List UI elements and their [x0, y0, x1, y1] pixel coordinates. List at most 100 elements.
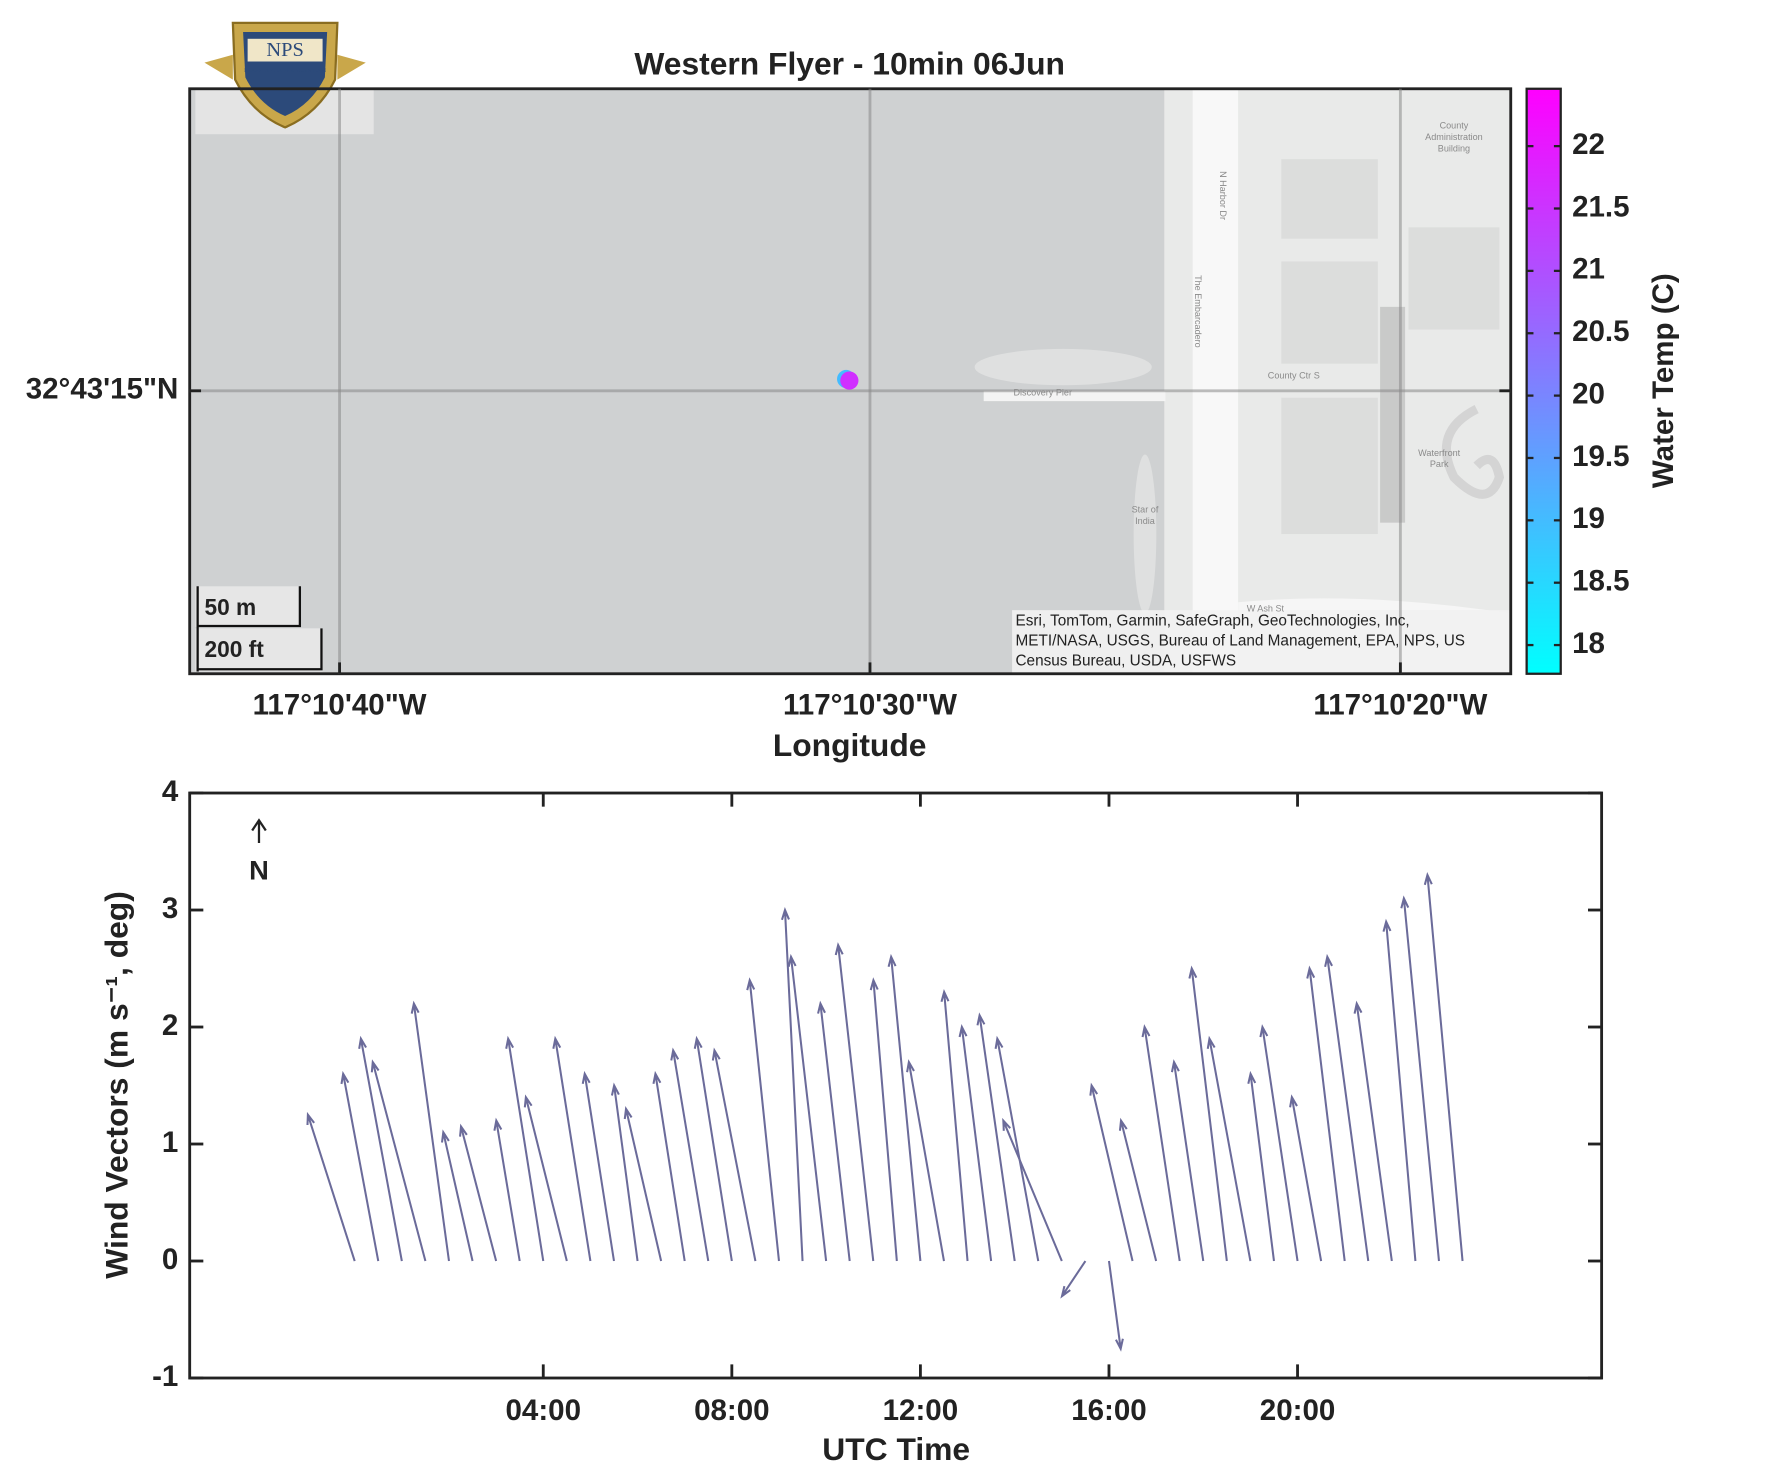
x-axis-label: Longitude [773, 727, 927, 763]
x-tick-label: 12:00 [883, 1394, 959, 1427]
y-tick-label: 1 [162, 1126, 178, 1159]
colorbar-tick-label: 18.5 [1572, 564, 1629, 597]
wind-vector [623, 1106, 663, 1262]
colorbar-tick-label: 18 [1572, 627, 1605, 660]
wind-vector [958, 1024, 993, 1262]
attribution-box [1012, 610, 1510, 673]
wind-vector [693, 1035, 733, 1262]
y-tick-label: 2 [162, 1009, 178, 1042]
scale-label: 50 m [204, 594, 256, 620]
north-arrow [251, 818, 267, 844]
attribution: METI/NASA, USGS, Bureau of Land Manageme… [1015, 632, 1465, 649]
wind-vector [1324, 953, 1370, 1262]
logo-motto: PRAESTANTIA PER SCIENTIAM [244, 68, 326, 74]
wind-vector [746, 977, 780, 1262]
wind-vector [1170, 1059, 1205, 1262]
wind-vector [1353, 1000, 1393, 1262]
wind-vector [1400, 895, 1440, 1262]
track-point [840, 371, 859, 390]
chart-title: Western Flyer - 10min 06Jun [634, 45, 1065, 81]
map-label: County [1440, 121, 1469, 131]
wind-vector [906, 1059, 945, 1262]
wind-vector [994, 1035, 1040, 1262]
colorbar-label: Water Temp (C) [1647, 273, 1680, 488]
map-label: Star of [1132, 505, 1159, 515]
wind-vector [781, 907, 804, 1262]
map-label: W Ash St [1247, 603, 1285, 613]
wind-vector [1118, 1117, 1158, 1262]
wind-vector [610, 1082, 639, 1262]
x-tick-label: 117°10'20"W [1313, 688, 1487, 721]
wind-vector [370, 1059, 427, 1262]
plot-content: 117°10'40"W 117°10'30"W 117°10'20"W 32°43'1… [26, 88, 1630, 1427]
y-tick-label: -1 [152, 1360, 178, 1393]
attribution: Census Bureau, USDA, USFWS [1015, 652, 1236, 669]
wind-vector [887, 953, 922, 1262]
map-label: Park [1430, 459, 1449, 469]
x-tick-label: 117°10'40"W [253, 688, 427, 721]
wind-vector [552, 1035, 592, 1262]
wind-vector [306, 1111, 356, 1262]
y-tick-label: 4 [162, 775, 179, 808]
scale-label: 200 ft [204, 636, 264, 662]
wind-vector [1423, 871, 1464, 1262]
wind-vector [459, 1123, 498, 1262]
wind-vector [940, 988, 969, 1262]
x-axis-label: UTC Time [822, 1431, 970, 1467]
map-label: County Ctr S [1268, 371, 1320, 381]
wind-vector [869, 977, 898, 1262]
wind-vector [1306, 965, 1346, 1262]
colorbar-tick-label: 19 [1572, 502, 1605, 535]
y-tick-label: 0 [162, 1243, 178, 1276]
wind-vector [505, 1035, 545, 1262]
wind-vector [440, 1129, 474, 1262]
wind-vector [976, 1012, 1016, 1262]
wind-vector [493, 1117, 521, 1262]
wind-vector [523, 1094, 568, 1262]
x-tick-label: 08:00 [694, 1394, 770, 1427]
wind-vector [711, 1047, 757, 1262]
colorbar-tick-label: 21.5 [1572, 190, 1629, 223]
map-label: The Embarcadero [1193, 275, 1203, 348]
north-label: N [249, 855, 269, 886]
basemap [189, 88, 1511, 674]
wind-vector [670, 1047, 710, 1262]
colorbar-tick-label: 21 [1572, 253, 1605, 286]
wind-vector [1089, 1082, 1134, 1262]
x-tick-label: 04:00 [506, 1394, 582, 1427]
wind-vector [1247, 1070, 1275, 1262]
y-axis-label: Wind Vectors (m s⁻¹, deg) [99, 891, 135, 1279]
attribution: Esri, TomTom, Garmin, SafeGraph, GeoTech… [1015, 613, 1409, 630]
map-label: Administration [1425, 132, 1483, 142]
colorbar [1525, 87, 1562, 675]
map-frame [188, 87, 1513, 676]
wind-vector [652, 1070, 686, 1262]
wind-vector [1289, 1094, 1323, 1262]
wind-vector [1188, 965, 1228, 1262]
map-label: N Harbor Dr [1218, 171, 1228, 220]
x-tick-label: 20:00 [1260, 1394, 1336, 1427]
map-label: Waterfront [1418, 448, 1461, 458]
wind-vector [340, 1070, 380, 1262]
wind-vector [1382, 918, 1417, 1262]
wind-vector [1002, 1117, 1063, 1262]
y-tick-label: 3 [162, 892, 178, 925]
wind-vector [410, 1000, 450, 1262]
colorbar-tick-label: 20 [1572, 377, 1605, 410]
colorbar-tick-label: 20.5 [1572, 315, 1629, 348]
map-label: India [1135, 516, 1156, 526]
wind-vector [1060, 1260, 1087, 1299]
wind-vector [1206, 1035, 1252, 1262]
wind-vector [834, 942, 875, 1262]
colorbar-tick-label: 22 [1572, 128, 1605, 161]
wind-vector [817, 1000, 851, 1262]
colorbar-tick-label: 19.5 [1572, 440, 1629, 473]
wind-vector [1259, 1024, 1299, 1262]
axes-frame [188, 791, 1604, 1380]
wind-vector [358, 1035, 403, 1262]
logo-text: NPS [266, 39, 304, 61]
wind-vector [1141, 1024, 1181, 1262]
y-tick-label: 32°43'15"N [26, 373, 179, 406]
x-tick-label: 16:00 [1071, 1394, 1147, 1427]
